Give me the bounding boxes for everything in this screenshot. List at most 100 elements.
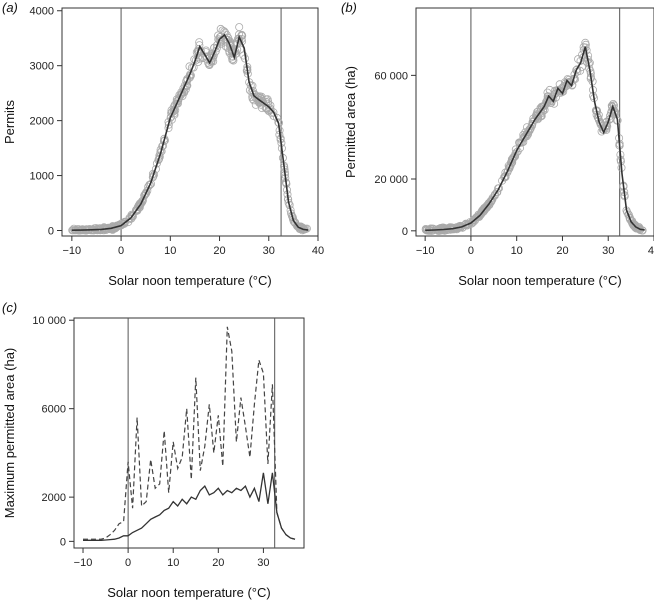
y-tick-label: 10 000 [32,315,66,327]
scatter-point [498,176,507,185]
panel-c-label: (c) [2,300,17,315]
scatter-point [138,198,147,207]
y-tick-label: 2000 [30,116,54,128]
panel-b-smooth-line [425,46,645,232]
scatter-point [183,76,192,85]
y-tick-label: 0 [60,536,66,548]
scatter-point [293,222,302,231]
scatter-point [159,137,168,146]
scatter-point [607,106,616,115]
scatter-point [598,125,607,134]
panel-c-plot-frame [73,317,305,549]
panel-a-scatter-points [68,23,311,235]
x-tick-label: 0 [468,245,474,257]
scatter-point [632,222,641,231]
x-tick-label: 10 [511,245,523,257]
scatter-point [623,208,632,217]
scatter-point [494,184,503,193]
panel-c: (c) −10 0 10 20 30 0 2000 6000 10 000 Solar noo… [2,300,305,600]
scatter-point [553,86,562,95]
scatter-point [545,92,554,101]
scatter-point [543,88,552,97]
scatter-point [137,198,146,207]
x-tick-label: −10 [63,245,82,257]
scatter-point [538,103,547,112]
x-tick-label: 30 [257,557,269,569]
x-tick-label: 30 [263,245,275,257]
scatter-point [486,198,495,207]
panel-c-solid-series-line [83,472,296,541]
scatter-point [132,205,141,214]
x-tick-label: 20 [212,557,224,569]
panel-b-y-axis-label: Permitted area (ha) [343,66,358,178]
panel-b-scatter-points [421,38,647,235]
y-tick-label: 4000 [30,6,54,18]
x-tick-label: −10 [416,245,435,257]
y-tick-label: 6000 [42,404,66,416]
scatter-point [480,205,489,214]
scatter-point [144,182,153,191]
scatter-point [202,52,211,61]
y-tick-label: 0 [402,226,408,238]
scatter-point [624,210,633,219]
x-tick-label: 40 [648,245,654,257]
scatter-point [490,191,499,200]
scatter-point [524,128,533,137]
x-tick-label: 40 [312,245,324,257]
panel-a-x-ticks: −10 0 10 20 30 40 [63,236,324,257]
scatter-point [512,148,521,157]
x-tick-label: 20 [556,245,568,257]
scatter-point [581,38,590,47]
scatter-point [235,23,244,32]
scatter-point [269,108,278,117]
panel-b-x-axis-label: Solar noon temperature (°C) [458,273,621,288]
scatter-point [256,97,265,106]
y-tick-label: 20 000 [374,174,408,186]
panel-a-plot-frame [61,7,319,237]
panel-a-vlines [120,8,282,236]
scatter-point [289,215,298,224]
panel-c-dashed-series-line [83,326,296,540]
scatter-point [132,206,141,215]
scatter-point [216,36,225,45]
panel-b-label: (b) [341,0,357,15]
x-tick-label: 30 [602,245,614,257]
panel-c-y-axis-label: Maximum permitted area (ha) [2,348,17,519]
scatter-point [484,199,493,208]
scatter-point [215,35,224,44]
scatter-point [237,30,246,39]
scatter-point [154,156,163,165]
scatter-point [218,26,227,35]
x-tick-label: −10 [74,557,93,569]
scatter-point [239,51,248,60]
scatter-point [525,126,534,135]
scatter-point [421,224,430,233]
y-tick-label: 2000 [42,492,66,504]
panel-b-y-ticks: 0 20 000 60 000 [374,70,416,238]
y-tick-label: 3000 [30,61,54,73]
panel-c-vlines [127,318,276,548]
y-tick-label: 60 000 [374,70,408,82]
y-tick-label: 0 [48,226,54,238]
x-tick-label: 10 [167,557,179,569]
x-tick-label: 0 [118,245,124,257]
panel-a-label: (a) [2,0,18,15]
scatter-point [125,213,134,222]
panel-c-x-axis-label: Solar noon temperature (°C) [107,585,270,600]
scatter-point [539,102,548,111]
scatter-point [469,217,478,226]
scatter-point [626,215,635,224]
scatter-point [627,217,636,226]
scatter-point [440,223,449,232]
panel-a-smooth-line [71,33,309,231]
scatter-point [131,207,140,216]
scatter-point [141,189,150,198]
panel-b-plot-frame [415,7,654,237]
scatter-point [251,100,260,109]
scatter-point [263,95,272,104]
panel-a-y-axis-label: Permits [2,99,17,144]
panel-b: (b) −10 0 10 20 30 40 0 20 000 60 000 Solar noo… [341,0,654,288]
scatter-point [169,107,178,116]
scatter-point [436,223,445,232]
scatter-point [145,180,154,189]
